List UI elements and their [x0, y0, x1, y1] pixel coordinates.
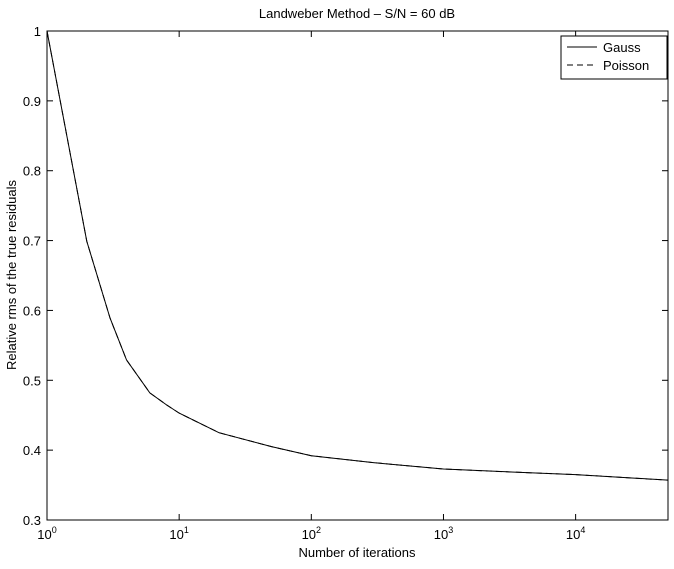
y-tick-label: 0.6 — [23, 303, 41, 318]
y-axis-label: Relative rms of the true residuals — [4, 179, 19, 370]
x-tick-exponent: 2 — [316, 525, 321, 535]
x-tick-base: 10 — [434, 527, 448, 542]
plot-frame — [46, 30, 669, 521]
y-tick-label: 0.7 — [23, 234, 41, 249]
y-tick-label: 0.5 — [23, 373, 41, 388]
legend-label: Poisson — [603, 58, 649, 73]
y-tick-label: 0.4 — [23, 443, 41, 458]
x-tick-base: 10 — [566, 527, 580, 542]
x-tick-label: 101 — [169, 525, 188, 542]
x-tick-label: 103 — [434, 525, 453, 542]
y-tick-label: 0.3 — [23, 513, 41, 528]
y-tick-label: 1 — [34, 24, 41, 39]
x-axis-label: Number of iterations — [298, 545, 416, 560]
legend-box — [560, 35, 668, 80]
x-tick-base: 10 — [302, 527, 316, 542]
x-tick-label: 104 — [566, 525, 585, 542]
y-tick-label: 0.8 — [23, 164, 41, 179]
y-tick-label: 0.9 — [23, 94, 41, 109]
chart-title: Landweber Method – S/N = 60 dB — [259, 6, 455, 21]
x-tick-exponent: 0 — [52, 525, 57, 535]
x-tick-base: 10 — [37, 527, 51, 542]
x-tick-exponent: 3 — [448, 525, 453, 535]
x-tick-exponent: 4 — [580, 525, 585, 535]
x-tick-base: 10 — [169, 527, 183, 542]
series-line — [46, 30, 669, 481]
x-tick-exponent: 1 — [184, 525, 189, 535]
x-tick-label: 102 — [302, 525, 321, 542]
x-tick-label: 100 — [37, 525, 56, 542]
legend-label: Gauss — [603, 40, 641, 55]
